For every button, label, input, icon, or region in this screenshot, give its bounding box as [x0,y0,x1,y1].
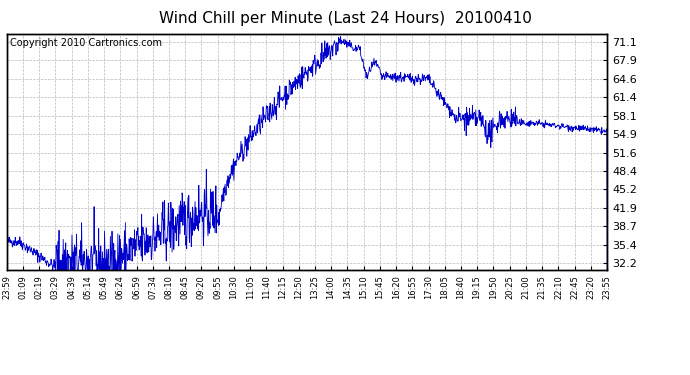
Text: Copyright 2010 Cartronics.com: Copyright 2010 Cartronics.com [10,39,162,48]
Text: Wind Chill per Minute (Last 24 Hours)  20100410: Wind Chill per Minute (Last 24 Hours) 20… [159,11,531,26]
